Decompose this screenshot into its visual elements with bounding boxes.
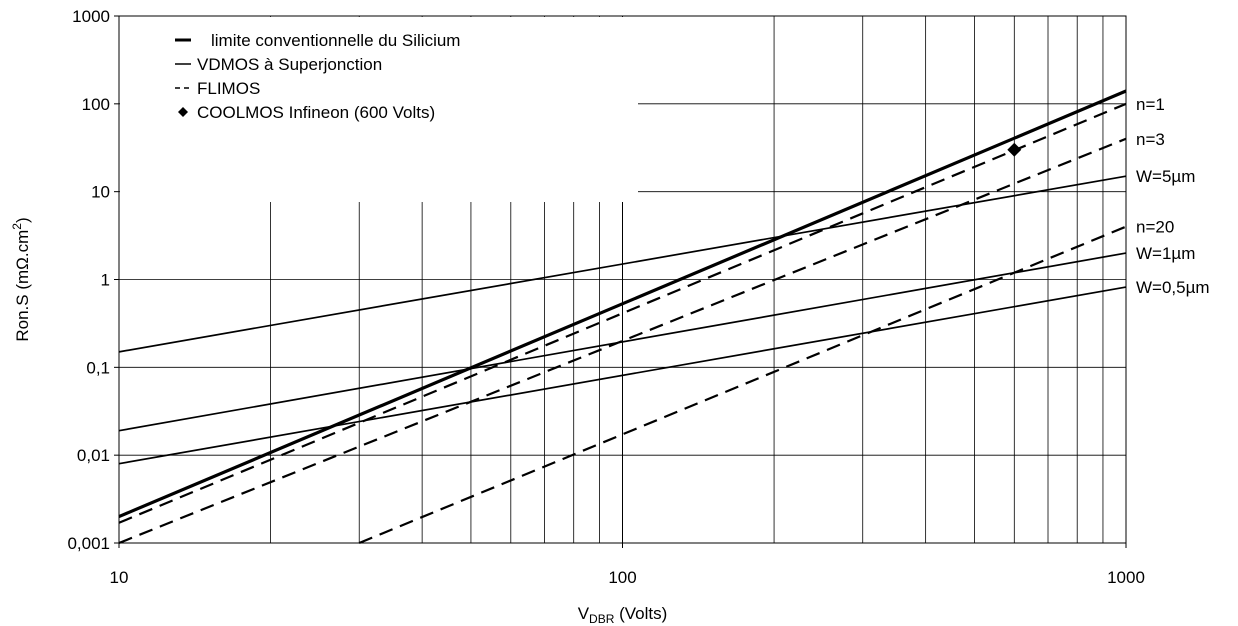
- x-axis-ticks: 10 100 1000: [110, 543, 1145, 587]
- chart-series: [118, 89, 1127, 545]
- y-axis-label-superscript: 2: [10, 223, 24, 230]
- y-tick-label: 1000: [72, 7, 110, 26]
- series-line-flimos: [118, 102, 1127, 524]
- y-axis-label-suffix: ): [13, 217, 32, 223]
- legend-label: VDMOS à Superjonction: [197, 55, 382, 74]
- y-tick-label: 100: [82, 95, 110, 114]
- series-line-flimos: [118, 137, 1127, 545]
- curve-label: W=1µm: [1136, 244, 1195, 263]
- curve-label: n=20: [1136, 218, 1174, 237]
- x-tick-label: 1000: [1107, 568, 1145, 587]
- y-axis-label: Ron.S (mΩ.cm2): [10, 217, 32, 341]
- x-axis-label-main: V: [578, 604, 590, 623]
- x-axis-label-suffix: (Volts): [614, 604, 667, 623]
- series-line-flimos: [358, 225, 1127, 545]
- series-line-superjunction: [118, 252, 1127, 432]
- y-tick-label: 0,001: [67, 534, 110, 553]
- legend-label: limite conventionnelle du Silicium: [211, 31, 460, 50]
- series-line-silicon: [118, 89, 1127, 519]
- x-tick-label: 10: [110, 568, 129, 587]
- legend-background: [120, 17, 638, 202]
- legend: limite conventionnelle du Silicium VDMOS …: [175, 31, 460, 122]
- legend-label: FLIMOS: [197, 79, 260, 98]
- curve-labels: W=5µm W=1µm W=0,5µm n=1 n=3 n=20: [1136, 95, 1210, 297]
- legend-swatch-diamond: [178, 107, 188, 117]
- curve-label: W=5µm: [1136, 167, 1195, 186]
- y-tick-label: 10: [91, 183, 110, 202]
- curve-label: n=1: [1136, 95, 1165, 114]
- x-tick-label: 100: [608, 568, 636, 587]
- x-axis-label-subscript: DBR: [589, 612, 615, 626]
- y-axis-label-main: Ron.S (mΩ.cm: [13, 230, 32, 342]
- curve-label: W=0,5µm: [1136, 278, 1210, 297]
- x-axis-label: VDBR (Volts): [578, 604, 668, 626]
- series-line-superjunction: [118, 286, 1127, 465]
- legend-label: COOLMOS Infineon (600 Volts): [197, 103, 435, 122]
- coolmos-diamond-marker: [1007, 142, 1022, 157]
- y-tick-label: 0,01: [77, 446, 110, 465]
- y-tick-label: 0,1: [86, 358, 110, 377]
- curve-label: n=3: [1136, 130, 1165, 149]
- y-tick-label: 1: [101, 271, 110, 290]
- y-axis-ticks: 0,001 0,01 0,1 1 10 100 1000: [67, 7, 119, 553]
